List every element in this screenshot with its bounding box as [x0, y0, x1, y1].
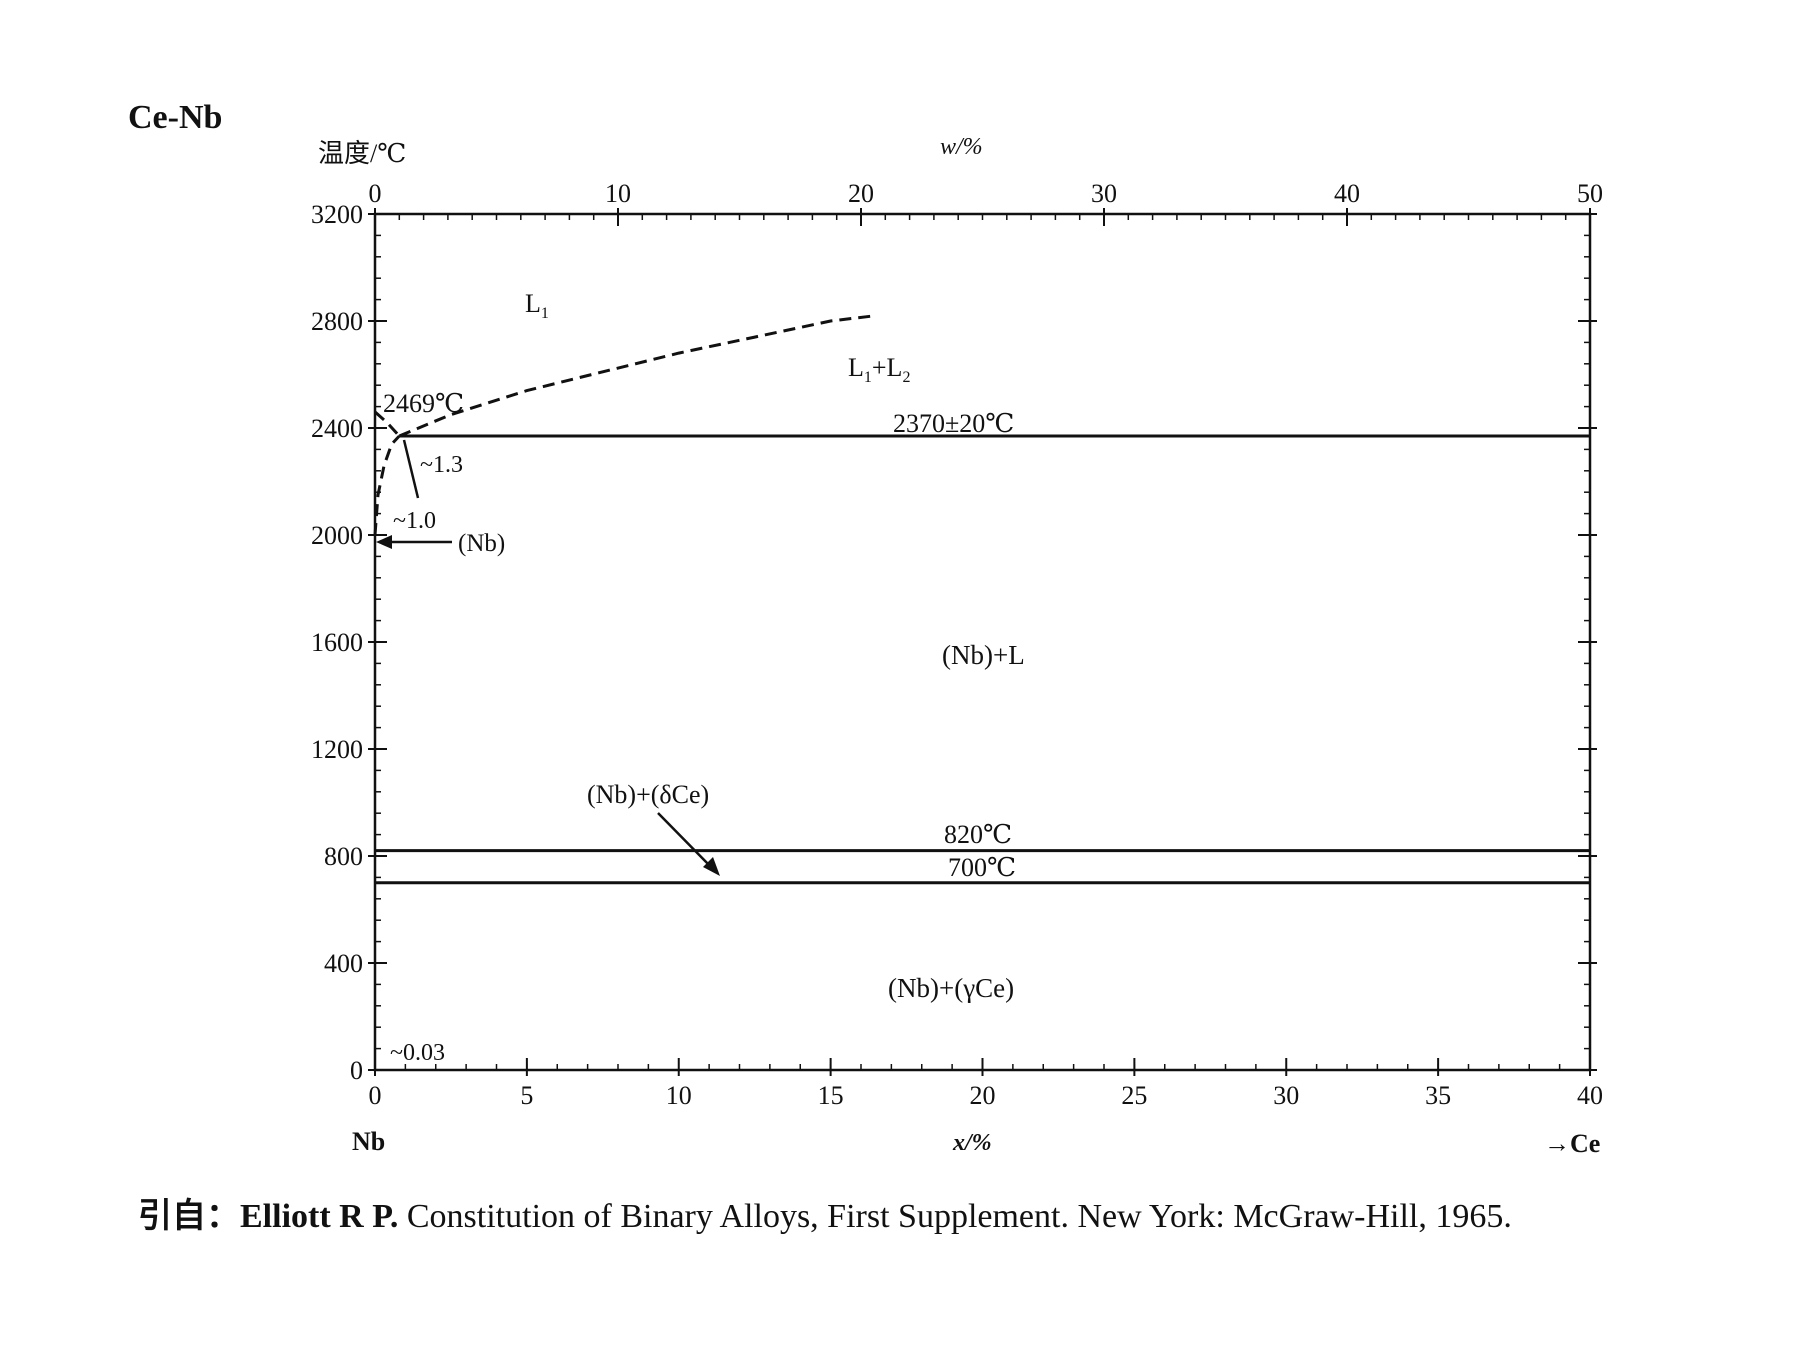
label-approx-1-0: ~1.0 — [393, 508, 436, 534]
label-nb-plus-l: (Nb)+L — [942, 640, 1025, 670]
label-approx-0-03: ~0.03 — [390, 1040, 445, 1066]
dashed-phase-boundary — [398, 314, 877, 438]
axis-ticks — [368, 208, 1597, 1076]
x-bottom-tick-label: 15 — [818, 1081, 844, 1110]
x-top-tick-label: 40 — [1334, 179, 1360, 208]
y-tick-label: 3200 — [311, 200, 363, 229]
approx-1-0-pointer — [402, 439, 420, 499]
x-top-tick-label: 20 — [848, 179, 874, 208]
delta-ce-arrowhead — [703, 857, 720, 876]
x-bottom-tick-label: 20 — [970, 1081, 996, 1110]
y-tick-label: 1200 — [311, 735, 363, 764]
label-l1-l2: L1+L2 — [848, 353, 910, 386]
x-bottom-tick-label: 30 — [1273, 1081, 1299, 1110]
system-title: Ce-Nb — [128, 99, 222, 136]
x-top-tick-label: 0 — [369, 179, 382, 208]
citation-author: Elliott R P. — [240, 1198, 399, 1235]
dashed-phase-boundary — [374, 410, 401, 438]
dashed-phase-boundary — [373, 434, 401, 536]
label-l1: L1 — [525, 289, 549, 322]
label-820: 820℃ — [944, 820, 1012, 849]
x-top-tick-label: 10 — [605, 179, 631, 208]
right-element-label: →Ce — [1544, 1129, 1600, 1158]
nb-phase-arrowhead — [376, 535, 392, 549]
x-top-tick-label: 30 — [1091, 179, 1117, 208]
y-tick-label: 400 — [324, 949, 363, 978]
label-monotectic: 2370±20℃ — [893, 409, 1014, 438]
x-bottom-tick-label: 5 — [520, 1081, 533, 1110]
citation-text: Constitution of Binary Alloys, First Sup… — [398, 1198, 1512, 1235]
y-axis-label: 温度/℃ — [318, 139, 406, 168]
phase-boundaries — [373, 314, 1590, 885]
y-tick-label: 2400 — [311, 414, 363, 443]
label-700: 700℃ — [948, 853, 1016, 882]
y-tick-label: 0 — [350, 1056, 363, 1085]
citation: 引自：Elliott R P. Constitution of Binary A… — [138, 1188, 1758, 1237]
label-nb-phase: (Nb) — [458, 530, 505, 557]
citation-prefix: 引自： — [138, 1197, 240, 1235]
y-tick-label: 2000 — [311, 521, 363, 550]
x-top-tick-label: 50 — [1577, 179, 1603, 208]
x-bottom-tick-label: 10 — [666, 1081, 692, 1110]
top-axis-label: w/% — [940, 134, 983, 160]
label-nb-gamma-ce: (Nb)+(γCe) — [888, 973, 1014, 1003]
bottom-axis-label: x/% — [952, 1130, 992, 1156]
y-tick-label: 1600 — [311, 628, 363, 657]
y-tick-label: 2800 — [311, 307, 363, 336]
x-bottom-tick-label: 25 — [1121, 1081, 1147, 1110]
delta-ce-arrow-line — [657, 812, 713, 869]
left-element-label: Nb — [352, 1127, 385, 1156]
x-bottom-tick-label: 0 — [369, 1081, 382, 1110]
y-tick-label: 800 — [324, 842, 363, 871]
label-approx-1-3: ~1.3 — [420, 452, 463, 478]
x-bottom-tick-label: 40 — [1577, 1081, 1603, 1110]
label-nb-melting: 2469℃ — [383, 389, 464, 418]
label-nb-delta-ce: (Nb)+(δCe) — [587, 780, 709, 809]
x-bottom-tick-label: 35 — [1425, 1081, 1451, 1110]
